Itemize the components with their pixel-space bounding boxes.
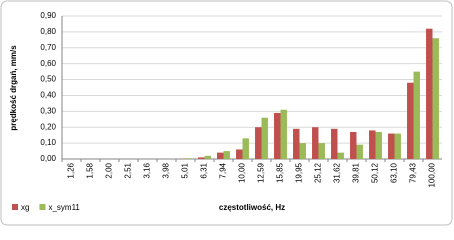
bar xyxy=(236,149,243,159)
bar xyxy=(223,151,230,159)
bar xyxy=(407,82,414,159)
bar xyxy=(293,128,300,159)
x-tick-label: 3,98 xyxy=(162,162,171,178)
x-tick-label: 1,26 xyxy=(67,162,76,178)
bar xyxy=(204,155,211,159)
page: {"chart_data": {"type": "bar", "y_label"… xyxy=(0,0,454,227)
y-tick-label: 0,30 xyxy=(40,106,56,115)
bar xyxy=(255,127,262,159)
y-tick-label: 0,70 xyxy=(40,43,56,52)
x-tick-label: 5,01 xyxy=(181,162,190,178)
chart: prędkość drgań, mm/s częstotliwość, Hz 0… xyxy=(0,0,453,226)
bar xyxy=(356,144,363,159)
y-tick-label: 0,20 xyxy=(40,122,56,131)
bar xyxy=(318,143,325,159)
x-tick-label: 2,00 xyxy=(105,162,114,178)
x-tick-label: 7,94 xyxy=(219,162,228,178)
x-tick-label: 63,10 xyxy=(390,162,399,183)
x-tick-label: 6,31 xyxy=(200,162,209,178)
bar xyxy=(217,152,224,159)
y-tick-label: 0,00 xyxy=(40,154,56,163)
y-axis-title: prędkość drgań, mm/s xyxy=(9,45,18,131)
x-tick-label: 3,16 xyxy=(143,162,152,178)
y-tick-label: 0,90 xyxy=(40,11,56,20)
bar xyxy=(312,127,319,159)
x-tick-label: 79,43 xyxy=(409,162,418,183)
bar xyxy=(331,128,338,159)
bar xyxy=(413,71,420,159)
x-tick-label: 100,00 xyxy=(428,162,437,187)
bar xyxy=(388,133,395,159)
bar xyxy=(299,143,306,159)
y-tick-label: 0,40 xyxy=(40,91,56,100)
bar xyxy=(394,133,401,159)
bar xyxy=(369,130,376,159)
x-tick-label: 1,58 xyxy=(86,162,95,178)
y-tick-label: 0,80 xyxy=(40,27,56,36)
x-tick-label: 2,51 xyxy=(124,162,133,178)
bar xyxy=(375,131,382,159)
bar xyxy=(280,109,287,159)
legend-swatch xyxy=(39,204,46,210)
x-tick-label: 10,00 xyxy=(238,162,247,183)
bar xyxy=(242,138,249,159)
legend-label: xg xyxy=(21,203,29,212)
y-tick-label: 0,50 xyxy=(40,75,56,84)
bar xyxy=(432,38,439,159)
bar xyxy=(261,117,268,159)
x-tick-label: 31,62 xyxy=(333,162,342,183)
bar xyxy=(426,28,433,160)
x-tick-label: 12,59 xyxy=(257,162,266,183)
x-tick-label: 39,81 xyxy=(352,162,361,183)
bar xyxy=(337,152,344,159)
x-tick-label: 19,95 xyxy=(295,162,304,183)
y-tick-label: 0,10 xyxy=(40,138,56,147)
y-tick-label: 0,60 xyxy=(40,59,56,68)
bar xyxy=(274,112,281,159)
x-tick-label: 50,12 xyxy=(371,162,380,183)
legend-swatch xyxy=(12,204,18,210)
bar xyxy=(185,158,192,159)
chart-border xyxy=(0,0,453,226)
bar xyxy=(350,131,357,159)
x-tick-label: 15,85 xyxy=(276,162,285,183)
bar xyxy=(198,157,205,159)
legend-label: x_sym11 xyxy=(48,203,80,212)
x-axis-title: częstotliwość, Hz xyxy=(219,203,285,212)
x-tick-label: 25,12 xyxy=(314,162,323,183)
